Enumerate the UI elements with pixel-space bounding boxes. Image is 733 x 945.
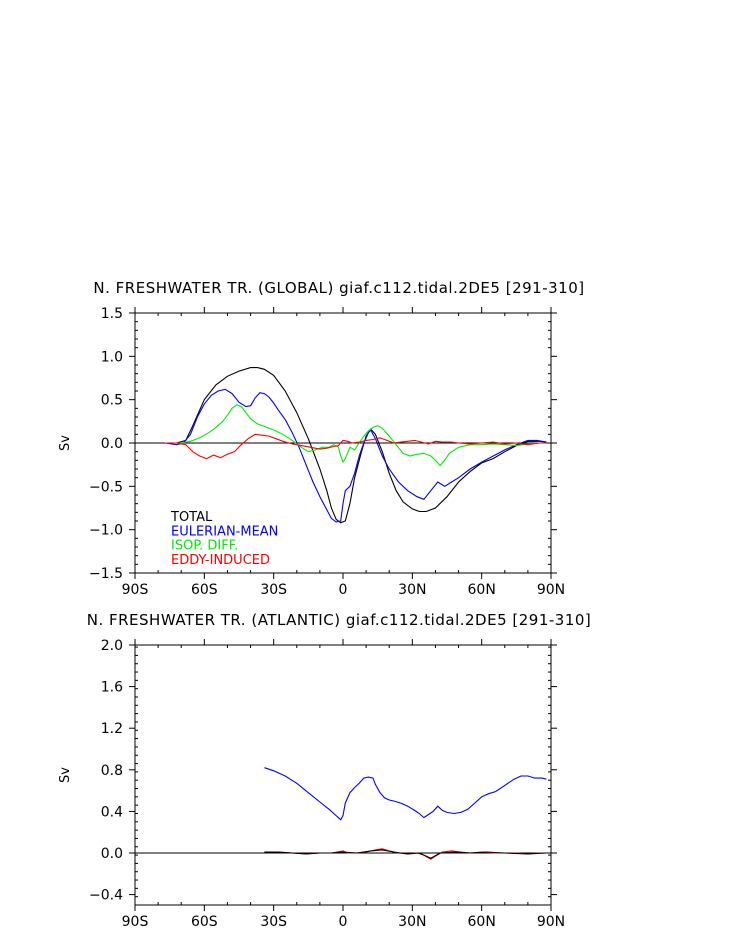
atlantic-panel: N. FRESHWATER TR. (ATLANTIC) giaf.c112.t… xyxy=(58,611,591,930)
y-tick-label: 1.0 xyxy=(101,349,123,365)
x-tick-label: 60S xyxy=(191,582,218,598)
legend-entry: TOTAL xyxy=(170,510,213,525)
x-tick-label: 60N xyxy=(468,914,496,930)
y-tick-label: 1.2 xyxy=(101,721,123,737)
x-tick-label: 30S xyxy=(260,582,287,598)
y-tick-label: −1.5 xyxy=(89,566,123,582)
x-tick-label: 90S xyxy=(122,582,149,598)
x-tick-label: 90N xyxy=(537,914,565,930)
y-tick-label: 0.0 xyxy=(101,846,123,862)
x-tick-label: 90N xyxy=(537,582,565,598)
x-tick-label: 30S xyxy=(260,914,287,930)
series-eulerian-mean-line xyxy=(164,388,547,523)
series-eulerian-mean-line xyxy=(264,767,547,821)
y-tick-label: 1.5 xyxy=(101,306,123,322)
x-tick-label: 0 xyxy=(339,582,348,598)
series-total-line xyxy=(264,849,547,859)
y-tick-label: −0.5 xyxy=(89,479,123,495)
x-tick-label: 30N xyxy=(398,582,426,598)
x-tick-label: 60S xyxy=(191,914,218,930)
global-panel: N. FRESHWATER TR. (GLOBAL) giaf.c112.tid… xyxy=(58,279,584,598)
global-chart-title: N. FRESHWATER TR. (GLOBAL) giaf.c112.tid… xyxy=(93,279,584,297)
y-tick-label: −1.0 xyxy=(89,523,123,539)
atlantic-y-axis-label: Sv xyxy=(58,767,73,783)
legend-entry: EDDY-INDUCED xyxy=(171,553,270,568)
y-tick-label: 1.6 xyxy=(101,680,123,696)
x-tick-label: 90S xyxy=(122,914,149,930)
atlantic-chart-title: N. FRESHWATER TR. (ATLANTIC) giaf.c112.t… xyxy=(87,611,592,629)
x-tick-label: 30N xyxy=(398,914,426,930)
y-tick-label: 0.8 xyxy=(101,763,123,779)
y-tick-label: 0.5 xyxy=(101,393,123,409)
y-tick-label: 0.4 xyxy=(101,804,123,820)
series-isop-diff-line xyxy=(165,404,547,467)
y-tick-label: −0.4 xyxy=(89,888,123,904)
series-eddy-induced-line xyxy=(165,433,547,460)
legend-entry: ISOP. DIFF. xyxy=(171,539,238,554)
series-total-line xyxy=(165,367,547,524)
y-tick-label: 2.0 xyxy=(101,638,123,654)
legend-entry: EULERIAN-MEAN xyxy=(171,524,278,539)
x-tick-label: 60N xyxy=(468,582,496,598)
global-y-axis-label: Sv xyxy=(58,435,73,451)
y-tick-label: 0.0 xyxy=(101,436,123,452)
x-tick-label: 0 xyxy=(339,914,348,930)
plot-frame xyxy=(134,644,552,906)
